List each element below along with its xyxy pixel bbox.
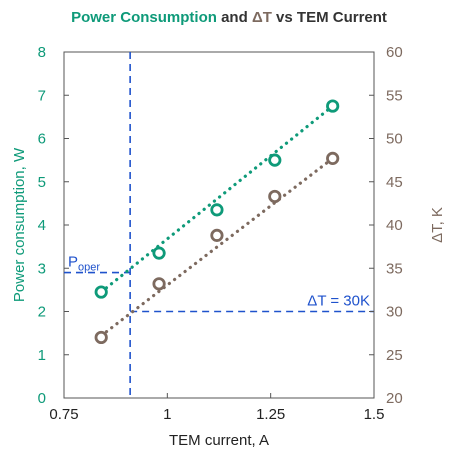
y-right-tick-label: 55: [386, 87, 403, 104]
delta-t-label: ΔT = 30K: [307, 293, 370, 310]
data-points: [94, 99, 340, 345]
y-right-tick-label: 20: [386, 390, 403, 407]
x-tick-label: 1.5: [364, 406, 385, 423]
reference-lines: [64, 52, 374, 398]
y-axis-right-label: ΔT, K: [429, 207, 446, 243]
delta-t-data-point: [94, 330, 108, 345]
y-right-tick-label: 50: [386, 131, 403, 148]
y-left-tick-label: 1: [38, 347, 46, 364]
y-left-tick-label: 3: [38, 260, 46, 277]
title-part: vs TEM Current: [271, 9, 387, 26]
delta-t-data-point: [152, 277, 166, 291]
y-right-tick-label: 30: [386, 304, 403, 321]
power-data-point: [268, 153, 282, 167]
x-tick-label: 1.25: [256, 406, 285, 423]
annotations: Poper ΔT = 30K: [68, 254, 370, 310]
y-left-tick-label: 5: [38, 174, 46, 191]
power-trend-line: [99, 104, 335, 294]
power-data-point: [326, 99, 340, 113]
delta-t-data-point: [326, 151, 340, 165]
power-data-point: [210, 203, 224, 217]
title-part: and: [216, 9, 252, 26]
x-tick-label: 1: [163, 406, 171, 423]
y-left-tick-label: 7: [38, 87, 46, 104]
y-left-tick-label: 6: [38, 131, 46, 148]
y-right-tick-label: 60: [386, 44, 403, 61]
title-part: ΔT: [251, 9, 272, 26]
y-right-tick-label: 25: [386, 347, 403, 364]
y-right-tick-label: 40: [386, 217, 403, 234]
x-tick-label: 0.75: [49, 406, 78, 423]
y-left-tick-label: 0: [38, 390, 46, 407]
y-axis-left-label: Power consumption, W: [11, 147, 28, 302]
delta-t-data-point: [268, 189, 282, 204]
chart-title: Power Consumption and ΔT vs TEM Current: [0, 9, 458, 26]
y-right-tick-label: 35: [386, 260, 403, 277]
delta-t-data-point: [210, 228, 224, 242]
y-right-tick-label: 45: [386, 174, 403, 191]
trend-lines: [99, 104, 335, 338]
y-left-tick-label: 8: [38, 44, 46, 61]
power-data-point: [152, 246, 166, 260]
power-data-point: [94, 285, 108, 299]
y-left-tick-label: 2: [38, 304, 46, 321]
p-oper-label: Poper: [68, 254, 100, 274]
y-left-tick-label: 4: [38, 217, 46, 234]
x-axis-label: TEM current, A: [169, 432, 269, 449]
title-part: Power Consumption: [71, 9, 217, 26]
delta-t-trend-line: [99, 156, 335, 338]
